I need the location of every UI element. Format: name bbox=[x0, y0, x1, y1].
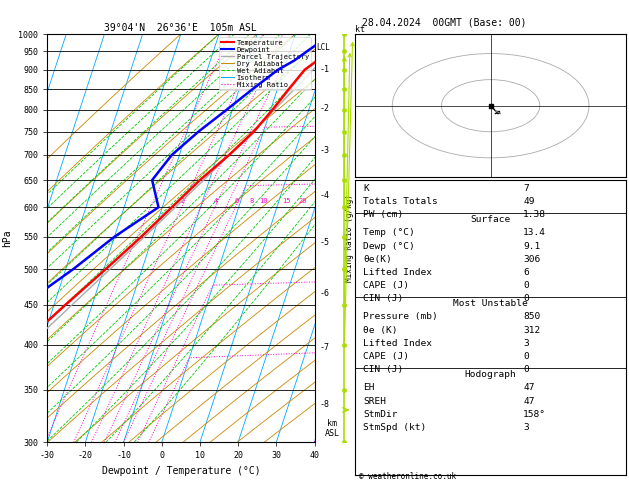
Text: K: K bbox=[364, 184, 369, 193]
Text: θe(K): θe(K) bbox=[364, 255, 392, 264]
Text: Hodograph: Hodograph bbox=[465, 370, 516, 379]
Text: 0: 0 bbox=[523, 352, 529, 361]
Text: SREH: SREH bbox=[364, 397, 386, 405]
Text: 0: 0 bbox=[523, 365, 529, 374]
X-axis label: Dewpoint / Temperature (°C): Dewpoint / Temperature (°C) bbox=[101, 466, 260, 476]
Text: 4: 4 bbox=[214, 198, 218, 205]
Title: 39°04'N  26°36'E  105m ASL: 39°04'N 26°36'E 105m ASL bbox=[104, 23, 257, 33]
Text: 10: 10 bbox=[260, 198, 268, 205]
Text: -6: -6 bbox=[320, 289, 330, 298]
Text: 0: 0 bbox=[523, 281, 529, 290]
Text: kt: kt bbox=[355, 25, 365, 34]
Text: Pressure (mb): Pressure (mb) bbox=[364, 312, 438, 321]
Legend: Temperature, Dewpoint, Parcel Trajectory, Dry Adiabat, Wet Adiabat, Isotherm, Mi: Temperature, Dewpoint, Parcel Trajectory… bbox=[220, 37, 311, 90]
Text: 158°: 158° bbox=[523, 410, 546, 418]
Text: Surface: Surface bbox=[470, 215, 511, 224]
Text: -3: -3 bbox=[320, 146, 330, 155]
Text: 47: 47 bbox=[523, 397, 535, 405]
Text: CAPE (J): CAPE (J) bbox=[364, 281, 409, 290]
Text: Mixing Ratio (g/kg): Mixing Ratio (g/kg) bbox=[345, 194, 354, 282]
Text: 1.38: 1.38 bbox=[523, 210, 546, 219]
Text: 13.4: 13.4 bbox=[523, 228, 546, 238]
Text: 20: 20 bbox=[299, 198, 307, 205]
Text: LCL: LCL bbox=[316, 43, 330, 52]
Text: -7: -7 bbox=[320, 343, 330, 352]
Text: -8: -8 bbox=[320, 400, 330, 409]
Text: Lifted Index: Lifted Index bbox=[364, 339, 433, 347]
Text: 15: 15 bbox=[282, 198, 291, 205]
Text: EH: EH bbox=[364, 383, 375, 392]
Text: CIN (J): CIN (J) bbox=[364, 294, 404, 303]
Text: 7: 7 bbox=[523, 184, 529, 193]
Text: 0: 0 bbox=[523, 294, 529, 303]
Text: -5: -5 bbox=[320, 239, 330, 247]
Text: StmSpd (kt): StmSpd (kt) bbox=[364, 423, 426, 432]
Text: -2: -2 bbox=[320, 104, 330, 113]
Text: km
ASL: km ASL bbox=[325, 419, 340, 438]
Text: -1: -1 bbox=[320, 65, 330, 74]
Text: Dewp (°C): Dewp (°C) bbox=[364, 242, 415, 251]
Text: 3: 3 bbox=[523, 423, 529, 432]
Text: Temp (°C): Temp (°C) bbox=[364, 228, 415, 238]
Text: 850: 850 bbox=[523, 312, 540, 321]
Text: 306: 306 bbox=[523, 255, 540, 264]
Text: 6: 6 bbox=[523, 268, 529, 277]
Text: Lifted Index: Lifted Index bbox=[364, 268, 433, 277]
Text: 6: 6 bbox=[235, 198, 239, 205]
Text: 2: 2 bbox=[181, 198, 185, 205]
Text: CAPE (J): CAPE (J) bbox=[364, 352, 409, 361]
Text: PW (cm): PW (cm) bbox=[364, 210, 404, 219]
Text: StmDir: StmDir bbox=[364, 410, 398, 418]
Text: 49: 49 bbox=[523, 197, 535, 206]
Text: 28.04.2024  00GMT (Base: 00): 28.04.2024 00GMT (Base: 00) bbox=[362, 17, 526, 27]
Text: 9.1: 9.1 bbox=[523, 242, 540, 251]
Y-axis label: hPa: hPa bbox=[3, 229, 13, 247]
Text: 3: 3 bbox=[523, 339, 529, 347]
Text: © weatheronline.co.uk: © weatheronline.co.uk bbox=[359, 472, 455, 481]
Text: 47: 47 bbox=[523, 383, 535, 392]
Text: 312: 312 bbox=[523, 326, 540, 334]
Text: Totals Totals: Totals Totals bbox=[364, 197, 438, 206]
Text: θe (K): θe (K) bbox=[364, 326, 398, 334]
Text: -4: -4 bbox=[320, 191, 330, 200]
Text: Most Unstable: Most Unstable bbox=[454, 299, 528, 308]
Text: CIN (J): CIN (J) bbox=[364, 365, 404, 374]
Text: 8: 8 bbox=[250, 198, 254, 205]
